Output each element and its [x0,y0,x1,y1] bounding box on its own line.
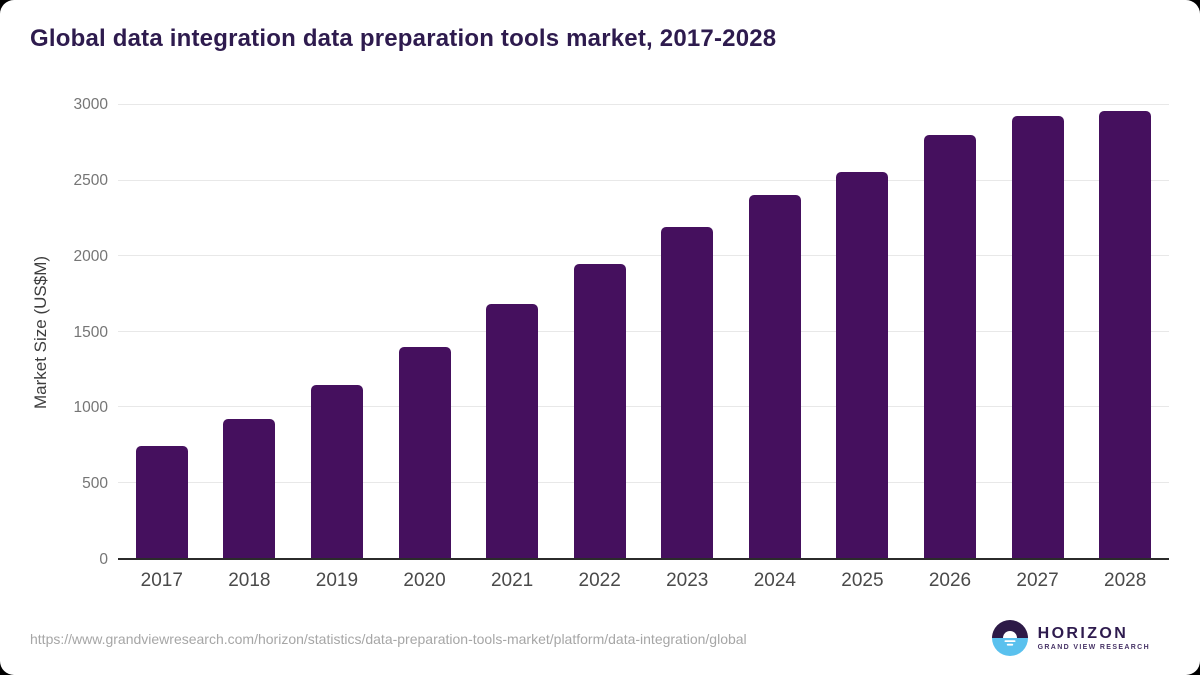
x-tick-label-2025: 2025 [841,570,884,591]
gridline-2000 [118,255,1169,257]
bar-2027 [1011,115,1064,558]
x-tick-label-2027: 2027 [1016,570,1059,591]
bar-2023 [661,227,714,558]
bar-2020 [398,346,451,558]
bar-2025 [836,172,889,558]
y-tick-label-1500: 1500 [73,323,108,341]
x-tick-label-2028: 2028 [1104,570,1147,591]
gridline-2500 [118,179,1169,181]
x-tick-label-2019: 2019 [315,570,359,591]
bar-2028 [1099,111,1152,558]
y-axis-tick-labels: 0 500 1000 1500 2000 2500 3000 [0,96,108,568]
bar-2024 [748,194,801,558]
horizon-sun-icon [991,620,1028,656]
gridline-500 [118,481,1169,483]
logo-text: HORIZON GRAND VIEW RESEARCH [1037,624,1150,651]
y-tick-label-2000: 2000 [73,247,108,265]
bar-2017 [135,446,188,558]
bar-2022 [573,263,626,558]
y-tick-label-2500: 2500 [73,171,108,189]
x-tick-label-2021: 2021 [490,570,534,591]
horizon-logo: HORIZON GRAND VIEW RESEARCH [991,620,1150,656]
x-tick-label-2023: 2023 [666,570,709,591]
bar-2021 [486,304,539,558]
gridline-1500 [118,330,1169,332]
logo-name: HORIZON [1037,624,1129,642]
y-tick-label-3000: 3000 [73,96,108,113]
bar-2018 [223,419,276,558]
bar-2026 [923,135,976,558]
y-tick-label-1000: 1000 [73,399,108,417]
plot-area [118,104,1169,560]
chart-title: Global data integration data preparation… [30,25,777,52]
gridline-1000 [118,406,1169,408]
x-tick-label-2026: 2026 [928,570,972,591]
x-tick-label-2020: 2020 [403,570,446,591]
x-tick-label-2022: 2022 [578,570,621,591]
x-tick-label-2024: 2024 [753,570,796,591]
y-tick-label-500: 500 [82,475,108,493]
x-axis-tick-labels: 2017 2018 2019 2020 2021 2022 2023 2024 2025 2026… [118,570,1169,592]
gridline-3000 [118,104,1169,105]
x-tick-label-2018: 2018 [228,570,271,591]
logo-subtext: GRAND VIEW RESEARCH [1037,643,1150,651]
y-tick-label-0: 0 [99,551,108,568]
source-url: https://www.grandviewresearch.com/horizo… [30,631,747,647]
x-tick-label-2017: 2017 [140,570,183,591]
bar-2019 [310,385,363,558]
